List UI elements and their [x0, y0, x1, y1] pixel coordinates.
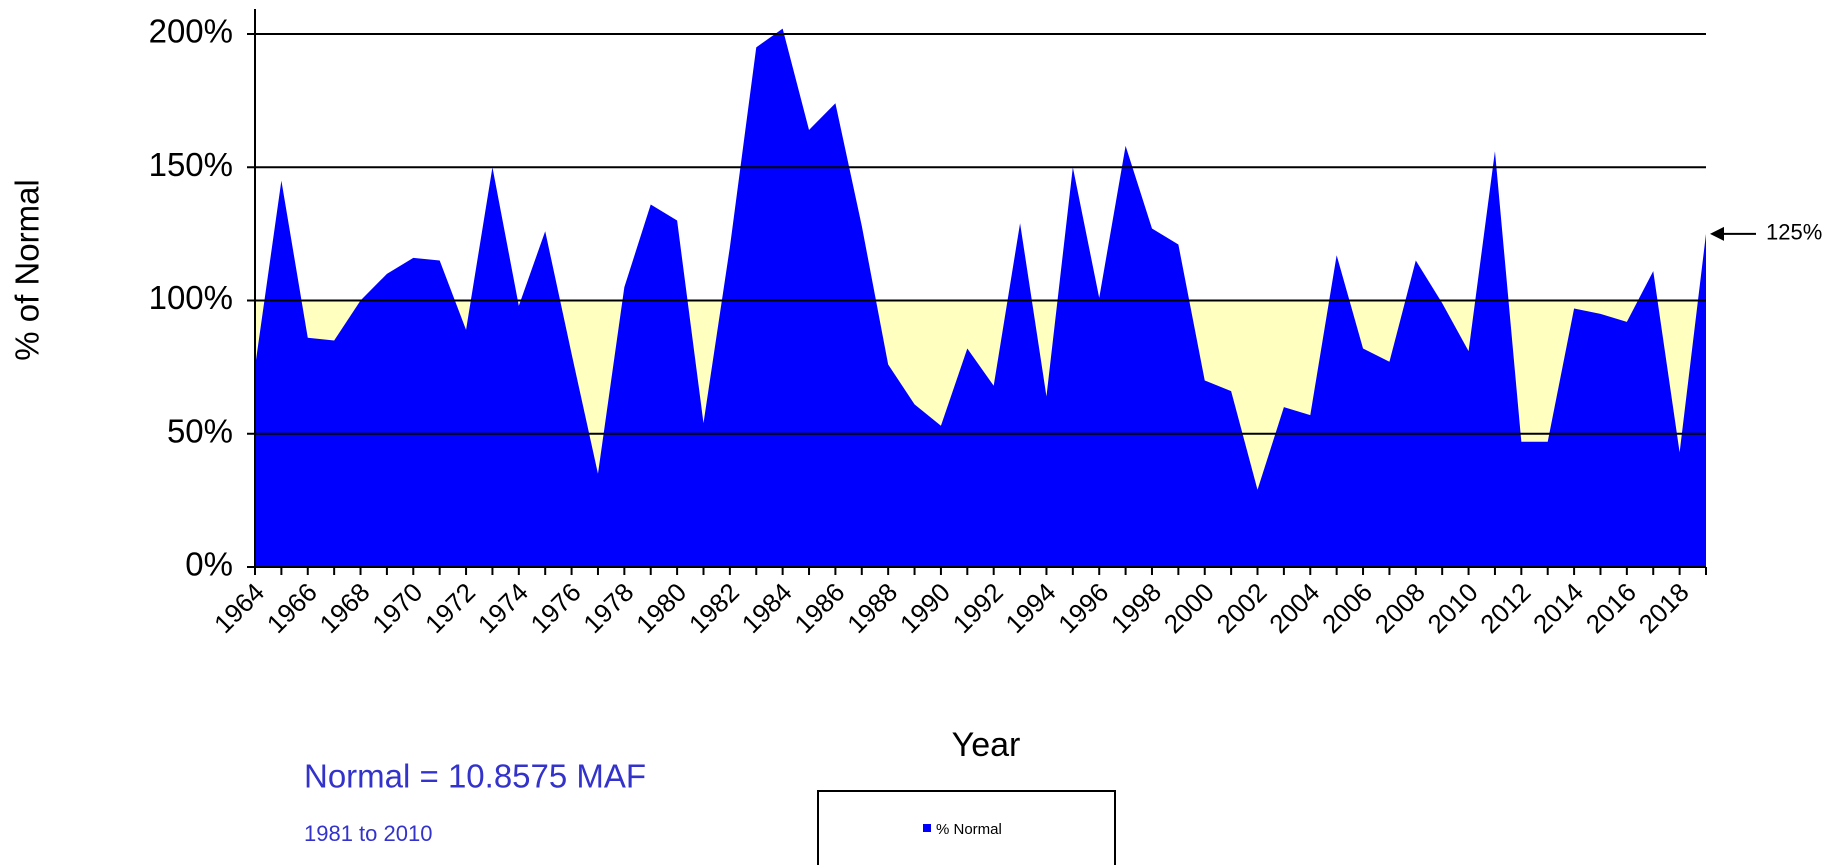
x-tick-label: 1976: [525, 577, 587, 639]
x-tick-label: 1972: [419, 577, 481, 639]
x-tick-label: 2000: [1158, 577, 1220, 639]
y-tick-label: 200%: [149, 13, 233, 50]
annotation: 1981 to 2010: [304, 821, 432, 846]
x-tick-label: 2016: [1580, 577, 1642, 639]
x-tick-label: 1998: [1105, 577, 1167, 639]
area: [255, 28, 1706, 568]
legend-box: [817, 790, 1116, 865]
x-tick-label: 1978: [577, 577, 639, 639]
x-tick-label: 2014: [1527, 577, 1589, 639]
x-tick-label: 2010: [1422, 577, 1484, 639]
x-tick-label: 1990: [894, 577, 956, 639]
x-tick-label: 1968: [314, 577, 376, 639]
annotation: 125%: [1766, 220, 1822, 245]
y-tick-label: 50%: [167, 412, 233, 449]
legend-label: % Normal: [936, 821, 1002, 838]
legend-swatch: [923, 824, 931, 832]
x-tick-label: 1984: [736, 577, 798, 639]
x-tick-label: 1980: [630, 577, 692, 639]
x-axis-label: Year: [952, 726, 1021, 764]
annotation-arrowhead: [1710, 226, 1724, 241]
x-tick-label: 2018: [1633, 577, 1695, 639]
x-tick-label: 1974: [472, 577, 534, 639]
x-tick-label: 1966: [261, 577, 323, 639]
x-tick-label: 1988: [841, 577, 903, 639]
x-tick-label: 1970: [366, 577, 428, 639]
y-tick-label: 100%: [149, 279, 233, 316]
y-axis-label: % of Normal: [9, 179, 46, 361]
y-tick-label: 0%: [185, 546, 233, 583]
x-tick-label: 1986: [788, 577, 850, 639]
x-tick-label: 1982: [683, 577, 745, 639]
x-tick-label: 1996: [1052, 577, 1114, 639]
x-tick-label: 2008: [1369, 577, 1431, 639]
x-tick-label: 2004: [1263, 577, 1325, 639]
x-tick-label: 2002: [1210, 577, 1272, 639]
x-tick-label: 1992: [947, 577, 1009, 639]
annotation: Normal = 10.8575 MAF: [304, 758, 646, 795]
y-tick-label: 150%: [149, 146, 233, 183]
x-tick-label: 2006: [1316, 577, 1378, 639]
x-tick-label: 1964: [208, 577, 270, 639]
x-tick-label: 2012: [1474, 577, 1536, 639]
x-tick-label: 1994: [999, 577, 1061, 639]
